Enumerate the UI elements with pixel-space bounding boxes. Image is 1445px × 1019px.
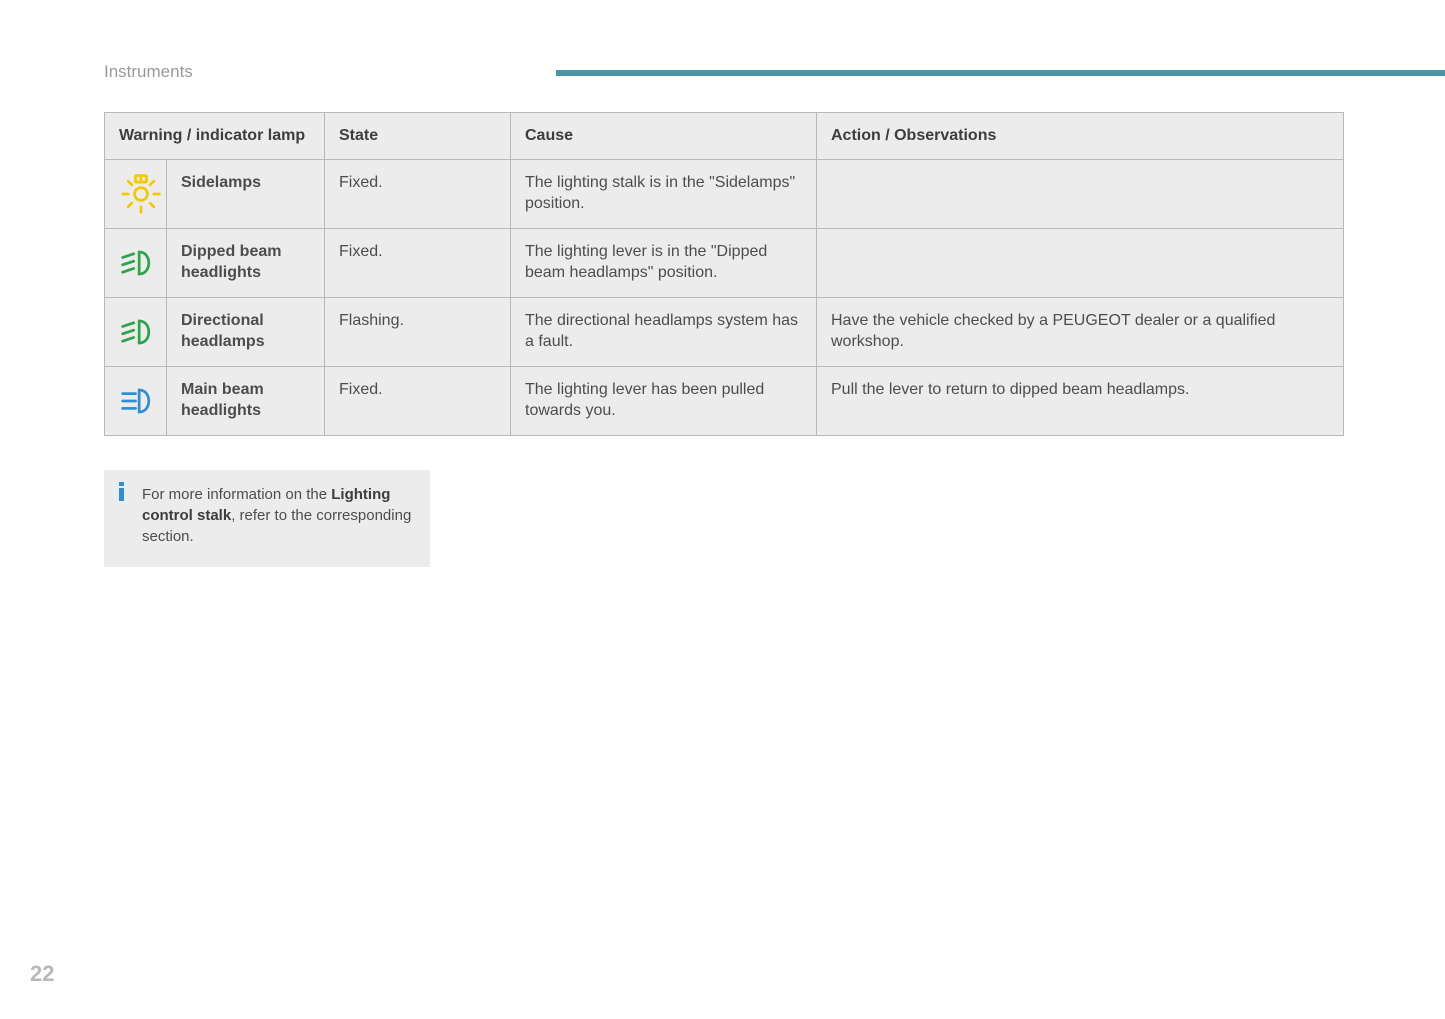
dipped-beam-icon: [105, 228, 167, 297]
lamp-cause: The lighting stalk is in the "Sidelamps"…: [511, 159, 817, 228]
lamp-name: Directional headlamps: [167, 297, 325, 366]
lamp-cause: The directional headlamps system has a f…: [511, 297, 817, 366]
lamp-state: Fixed.: [325, 228, 511, 297]
info-icon: [118, 482, 126, 508]
th-action: Action / Observations: [817, 113, 1344, 160]
page-number: 22: [30, 961, 54, 987]
table-row: SidelampsFixed.The lighting stalk is in …: [105, 159, 1344, 228]
lamp-name: Dipped beam headlights: [167, 228, 325, 297]
lamp-cause: The lighting lever is in the "Dipped bea…: [511, 228, 817, 297]
info-note: For more information on the Lighting con…: [104, 470, 430, 567]
table-row: Directional headlampsFlashing.The direct…: [105, 297, 1344, 366]
table-row: Main beam headlightsFixed.The lighting l…: [105, 366, 1344, 435]
lamp-action: Pull the lever to return to dipped beam …: [817, 366, 1344, 435]
lamp-state: Fixed.: [325, 159, 511, 228]
table-row: Dipped beam headlightsFixed.The lighting…: [105, 228, 1344, 297]
lamp-state: Fixed.: [325, 366, 511, 435]
main-beam-icon: [105, 366, 167, 435]
info-text: For more information on the Lighting con…: [120, 484, 414, 547]
lamp-action: [817, 159, 1344, 228]
dipped-beam-icon: [105, 297, 167, 366]
lamp-state: Flashing.: [325, 297, 511, 366]
lamp-action: [817, 228, 1344, 297]
content-area: Warning / indicator lamp State Cause Act…: [104, 112, 1344, 567]
header-rule: [556, 70, 1445, 76]
lamp-cause: The lighting lever has been pulled towar…: [511, 366, 817, 435]
page-header: Instruments: [0, 62, 1445, 86]
lamp-action: Have the vehicle checked by a PEUGEOT de…: [817, 297, 1344, 366]
th-cause: Cause: [511, 113, 817, 160]
indicator-table: Warning / indicator lamp State Cause Act…: [104, 112, 1344, 436]
sidelamps-icon: [105, 159, 167, 228]
lamp-name: Sidelamps: [167, 159, 325, 228]
th-lamp: Warning / indicator lamp: [105, 113, 325, 160]
th-state: State: [325, 113, 511, 160]
table-header-row: Warning / indicator lamp State Cause Act…: [105, 113, 1344, 160]
lamp-name: Main beam headlights: [167, 366, 325, 435]
section-title: Instruments: [104, 62, 193, 82]
